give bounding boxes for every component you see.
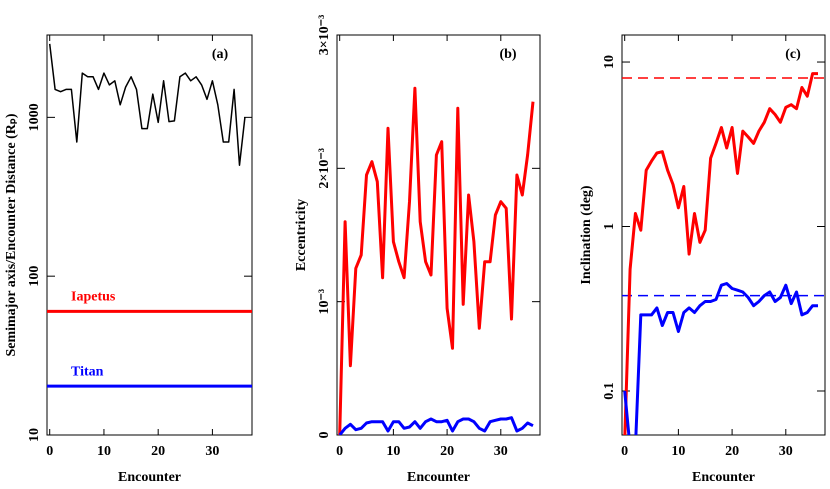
data-line [338, 86, 535, 435]
y-tick-label: 10 [602, 55, 617, 69]
x-tick-label: 0 [336, 444, 343, 459]
x-tick-label: 30 [779, 444, 793, 459]
x-tick-label: 10 [671, 444, 685, 459]
y-tick-label: 100 [27, 266, 42, 287]
y-tick-label: 3×10⁻³ [317, 15, 332, 56]
panel-label: (a) [212, 47, 229, 62]
y-tick-label: 1 [602, 223, 617, 230]
x-tick-label: 20 [725, 444, 739, 459]
panel-label: (b) [499, 47, 516, 62]
x-tick-label: 10 [97, 444, 111, 459]
y-axis-label: Semimajor axis/Encounter Distance (Rₚ) [4, 113, 19, 356]
panel: 0 10 20 30 0 10⁻³ 2×10⁻³ 3×10⁻³ Encounter Eccentr… [294, 15, 541, 485]
x-tick-label: 30 [494, 444, 508, 459]
panel: 0 10 20 30 10 100 1000 Encounter Semimajor axis/… [4, 34, 253, 485]
panel: 0 10 20 30 0.1 1 10 Encounter Inclination (deg) (… [579, 34, 826, 485]
data-line [623, 282, 818, 435]
panel-label: (c) [785, 47, 801, 62]
plot-area [622, 72, 825, 435]
plot-frame [336, 34, 541, 436]
x-tick-label: 0 [46, 444, 53, 459]
data-line [48, 43, 246, 166]
x-axis-label: Encounter [118, 470, 181, 485]
y-axis-label: Inclination (deg) [579, 185, 594, 285]
data-line [623, 72, 818, 435]
y-tick-label: 1000 [27, 103, 42, 131]
x-tick-label: 10 [386, 444, 400, 459]
x-tick-label: 20 [151, 444, 165, 459]
y-tick-label: 0 [317, 432, 332, 439]
y-tick-label: 10 [27, 428, 42, 442]
reference-label: Titan [71, 364, 104, 379]
x-axis-label: Encounter [692, 470, 755, 485]
x-tick-label: 20 [440, 444, 454, 459]
reference-label: Iapetus [71, 290, 116, 305]
y-tick-label: 0.1 [602, 382, 617, 400]
x-tick-label: 30 [205, 444, 219, 459]
y-axis-label: Eccentricity [294, 199, 309, 271]
data-line [338, 416, 534, 435]
plot-frame [46, 34, 253, 436]
x-tick-label: 0 [621, 444, 628, 459]
y-tick-label: 2×10⁻³ [317, 148, 332, 189]
x-axis-label: Encounter [407, 470, 470, 485]
y-tick-label: 10⁻³ [317, 289, 332, 315]
plot-area [47, 43, 252, 388]
plot-area [338, 86, 535, 435]
plot-frame [621, 34, 826, 436]
